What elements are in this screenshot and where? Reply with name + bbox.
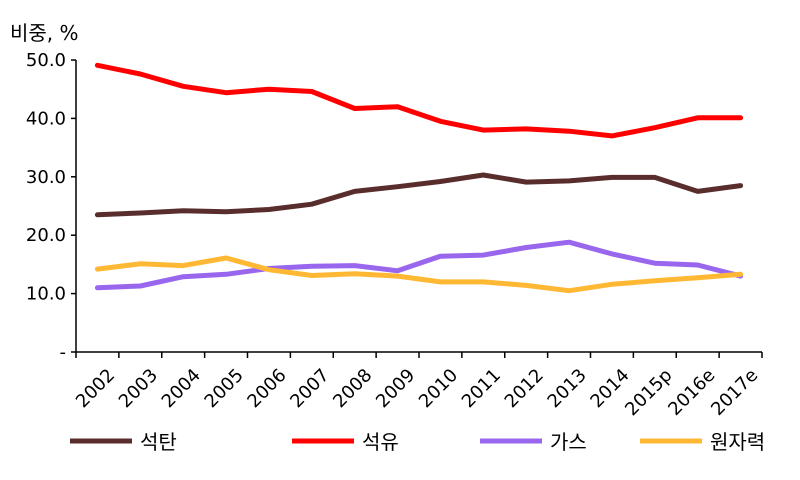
legend: 석탄 석유 가스 원자력 [70,430,765,454]
y-tick-label: 10.0 [26,284,66,305]
y-tick-label: 20.0 [26,225,66,246]
series-line-1 [94,172,744,218]
x-tick-label: 2008 [329,365,376,412]
x-tick-label: 2009 [372,365,419,412]
x-tick-label: 2012 [501,365,548,412]
y-tick-label: 30.0 [26,167,66,188]
y-tick-label: - [60,342,67,363]
x-tick-label: 2007 [286,365,333,412]
x-tick-label: 2005 [201,365,248,412]
x-tick-label: 2002 [72,365,119,412]
legend-label-4: 원자력 [710,430,765,454]
series-line-3 [94,239,744,291]
x-tick-label: 2010 [415,365,462,412]
x-tick-label: 2004 [158,365,205,412]
x-tick-label: 2015p [621,365,676,420]
y-axis-label: 비중, % [10,21,79,45]
x-tick-label: 2016e [664,365,719,420]
x-tick-label: 2011 [458,365,505,412]
x-tick-label: 2003 [115,365,162,412]
series-line-2 [94,62,744,139]
y-tick-label: 50.0 [26,50,66,71]
legend-label-3: 가스 [550,430,587,454]
legend-label-1: 석탄 [140,430,177,454]
x-tick-label: 2013 [544,365,591,412]
legend-label-2: 석유 [362,430,399,454]
x-tick-label: 2006 [243,365,290,412]
y-tick-label: 40.0 [26,108,66,129]
x-tick-label: 2017e [707,365,762,420]
series-line-4 [94,255,744,294]
